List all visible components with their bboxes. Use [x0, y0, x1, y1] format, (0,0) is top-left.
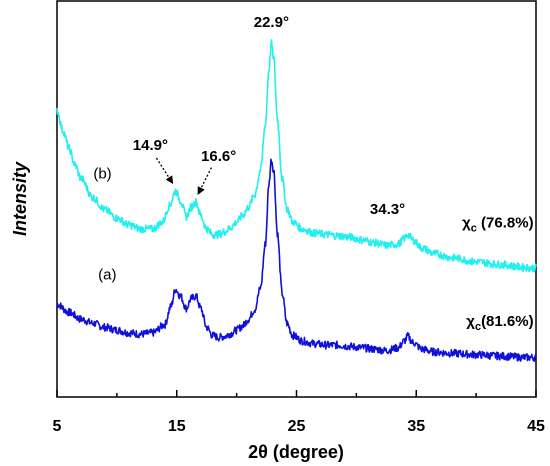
peak-arrow — [197, 167, 213, 196]
peak-annotation: 16.6° — [201, 148, 236, 165]
annotations: 22.9° 14.9° 16.6° 34.3° — [133, 14, 405, 218]
x-tick-label: 45 — [527, 418, 545, 435]
x-axis-ticks: 5 15 25 35 45 — [53, 390, 545, 435]
peak-annotation: 22.9° — [254, 14, 289, 31]
peak-annotation: 34.3° — [370, 201, 405, 218]
x-axis-title: 2θ (degree) — [248, 442, 344, 462]
series-layer: (a) (b) χc(81.6%) χc (76.8%) — [56, 39, 537, 362]
series-line-b — [56, 39, 537, 273]
crystallinity-label-a: χc(81.6%) — [466, 313, 533, 333]
curve-label-a: (a) — [98, 267, 116, 284]
x-tick-label: 35 — [407, 418, 425, 435]
x-tick-label: 25 — [288, 418, 306, 435]
peak-arrow — [155, 157, 174, 185]
curve-label-b: (b) — [93, 166, 111, 183]
series-line-a — [56, 158, 537, 362]
x-tick-label: 5 — [53, 418, 62, 435]
y-axis-title: Intensity — [10, 161, 30, 236]
x-tick-label: 15 — [168, 418, 186, 435]
peak-annotation: 14.9° — [133, 137, 168, 154]
crystallinity-label-b: χc (76.8%) — [462, 215, 533, 235]
